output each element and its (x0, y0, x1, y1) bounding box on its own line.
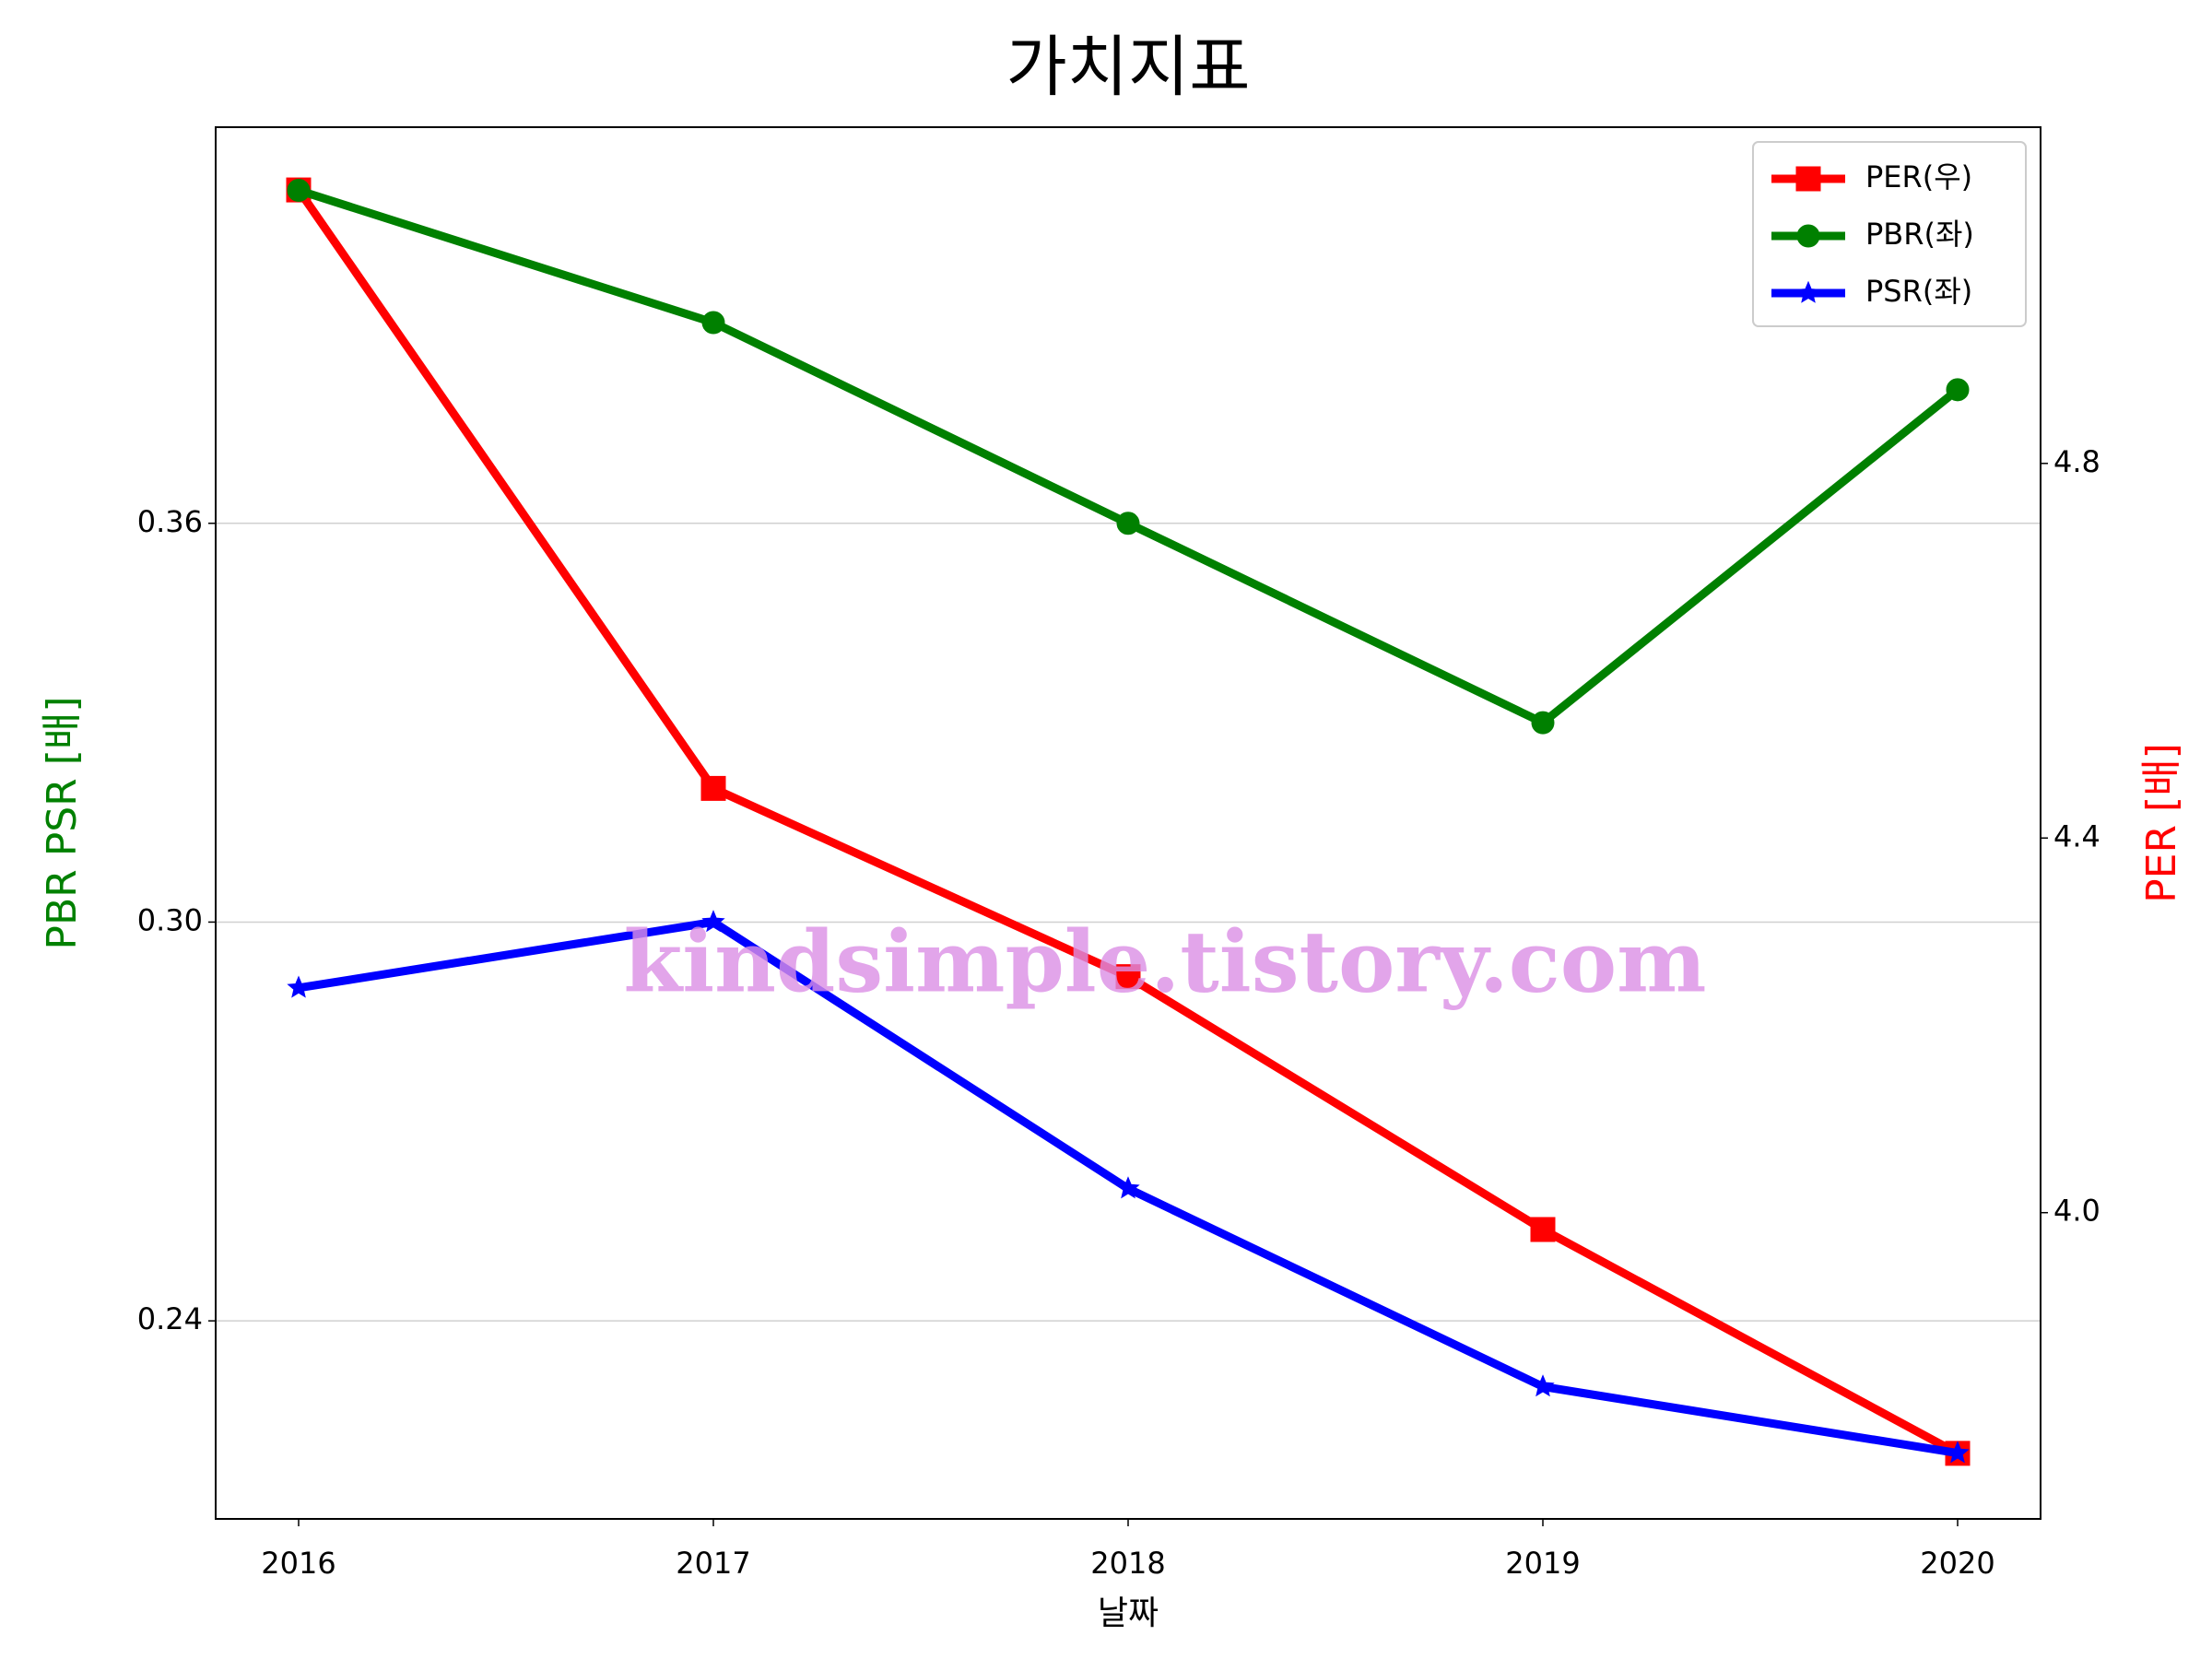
y2-axis-label: PER [배] (2138, 743, 2185, 903)
marker (1946, 1441, 1970, 1464)
y2-tick-label: 4.8 (2053, 444, 2100, 479)
y-tick-label: 0.24 (137, 1301, 203, 1336)
legend-box (1752, 141, 2027, 327)
marker (1796, 280, 1820, 303)
y-tick-label: 0.30 (137, 902, 203, 937)
x-tick-label: 2020 (1920, 1546, 1994, 1581)
marker (701, 910, 725, 933)
watermark: kindsimple.tistory.com (623, 912, 1706, 1012)
x-tick-label: 2017 (676, 1546, 750, 1581)
marker (700, 775, 726, 801)
chart-title: 가치지표 (1006, 29, 1251, 106)
plot-frame (215, 126, 2041, 1520)
marker (287, 179, 311, 203)
legend-label: PER(우) (1865, 159, 1972, 194)
marker (1531, 711, 1555, 735)
y2-tick-label: 4.0 (2053, 1194, 2100, 1229)
y-tick-label: 0.36 (137, 504, 203, 539)
legend-label: PBR(좌) (1865, 217, 1974, 252)
marker (1531, 1374, 1555, 1397)
x-tick-label: 2018 (1090, 1546, 1165, 1581)
marker (1946, 378, 1970, 402)
marker (1115, 964, 1141, 990)
marker (1116, 1176, 1140, 1199)
x-tick-label: 2016 (261, 1546, 335, 1581)
marker (701, 311, 725, 335)
series (287, 179, 1970, 735)
y-axis-label: PBR PSR [배] (39, 696, 86, 949)
line (295, 187, 1960, 1457)
line (297, 186, 1960, 727)
x-tick-label: 2019 (1505, 1546, 1580, 1581)
marker (1796, 224, 1820, 248)
marker (1530, 1217, 1556, 1242)
marker (1116, 512, 1140, 535)
legend: PER(우) PBR(좌) PSR(좌) (1752, 141, 2027, 327)
marker (1795, 166, 1821, 192)
marker (287, 975, 311, 998)
legend-label: PSR(좌) (1865, 274, 1972, 309)
series (287, 910, 1970, 1464)
series (286, 177, 1971, 1466)
y2-tick-label: 4.4 (2053, 818, 2100, 853)
x-axis-label: 날짜 (1098, 1594, 1159, 1632)
